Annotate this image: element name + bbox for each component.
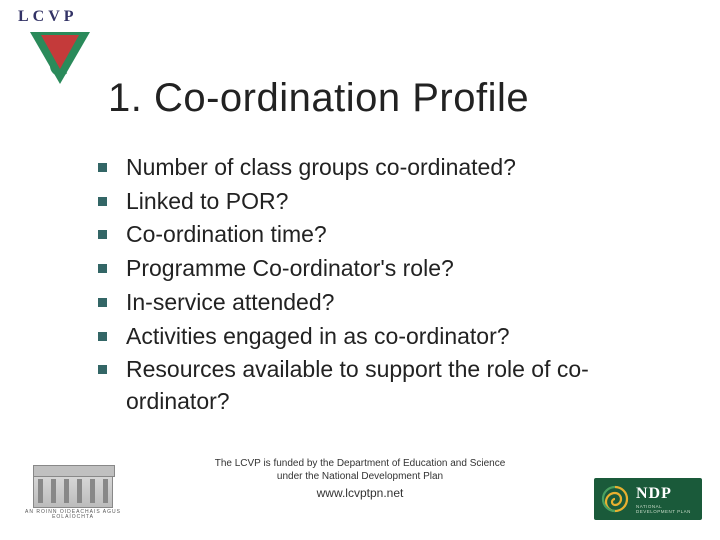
list-item: Co-ordination time? [98, 219, 688, 251]
ndp-text: NDP [636, 485, 672, 502]
list-item: In-service attended? [98, 287, 688, 319]
list-item: Activities engaged in as co-ordinator? [98, 321, 688, 353]
list-item: Linked to POR? [98, 186, 688, 218]
ndp-subtext: NATIONAL DEVELOPMENT PLAN [636, 504, 696, 514]
list-item: Number of class groups co-ordinated? [98, 152, 688, 184]
ndp-spiral-icon [600, 484, 630, 514]
bullet-list: Number of class groups co-ordinated? Lin… [98, 152, 688, 420]
ndp-logo-icon: NDP NATIONAL DEVELOPMENT PLAN [594, 478, 702, 520]
dept-caption: AN ROINN OIDEACHAIS AGUS EOLAÍOCHTA [18, 510, 128, 520]
list-item: Programme Co-ordinator's role? [98, 253, 688, 285]
footer-line1: The LCVP is funded by the Department of … [215, 458, 506, 469]
footer-line2: under the National Development Plan [277, 471, 443, 482]
page-title: 1. Co-ordination Profile [108, 76, 529, 121]
header-logo-text: LCVP [18, 8, 78, 26]
list-item: Resources available to support the role … [98, 354, 688, 417]
footer: AN ROINN OIDEACHAIS AGUS EOLAÍOCHTA The … [0, 458, 720, 528]
triangle-logo-icon [30, 32, 90, 112]
